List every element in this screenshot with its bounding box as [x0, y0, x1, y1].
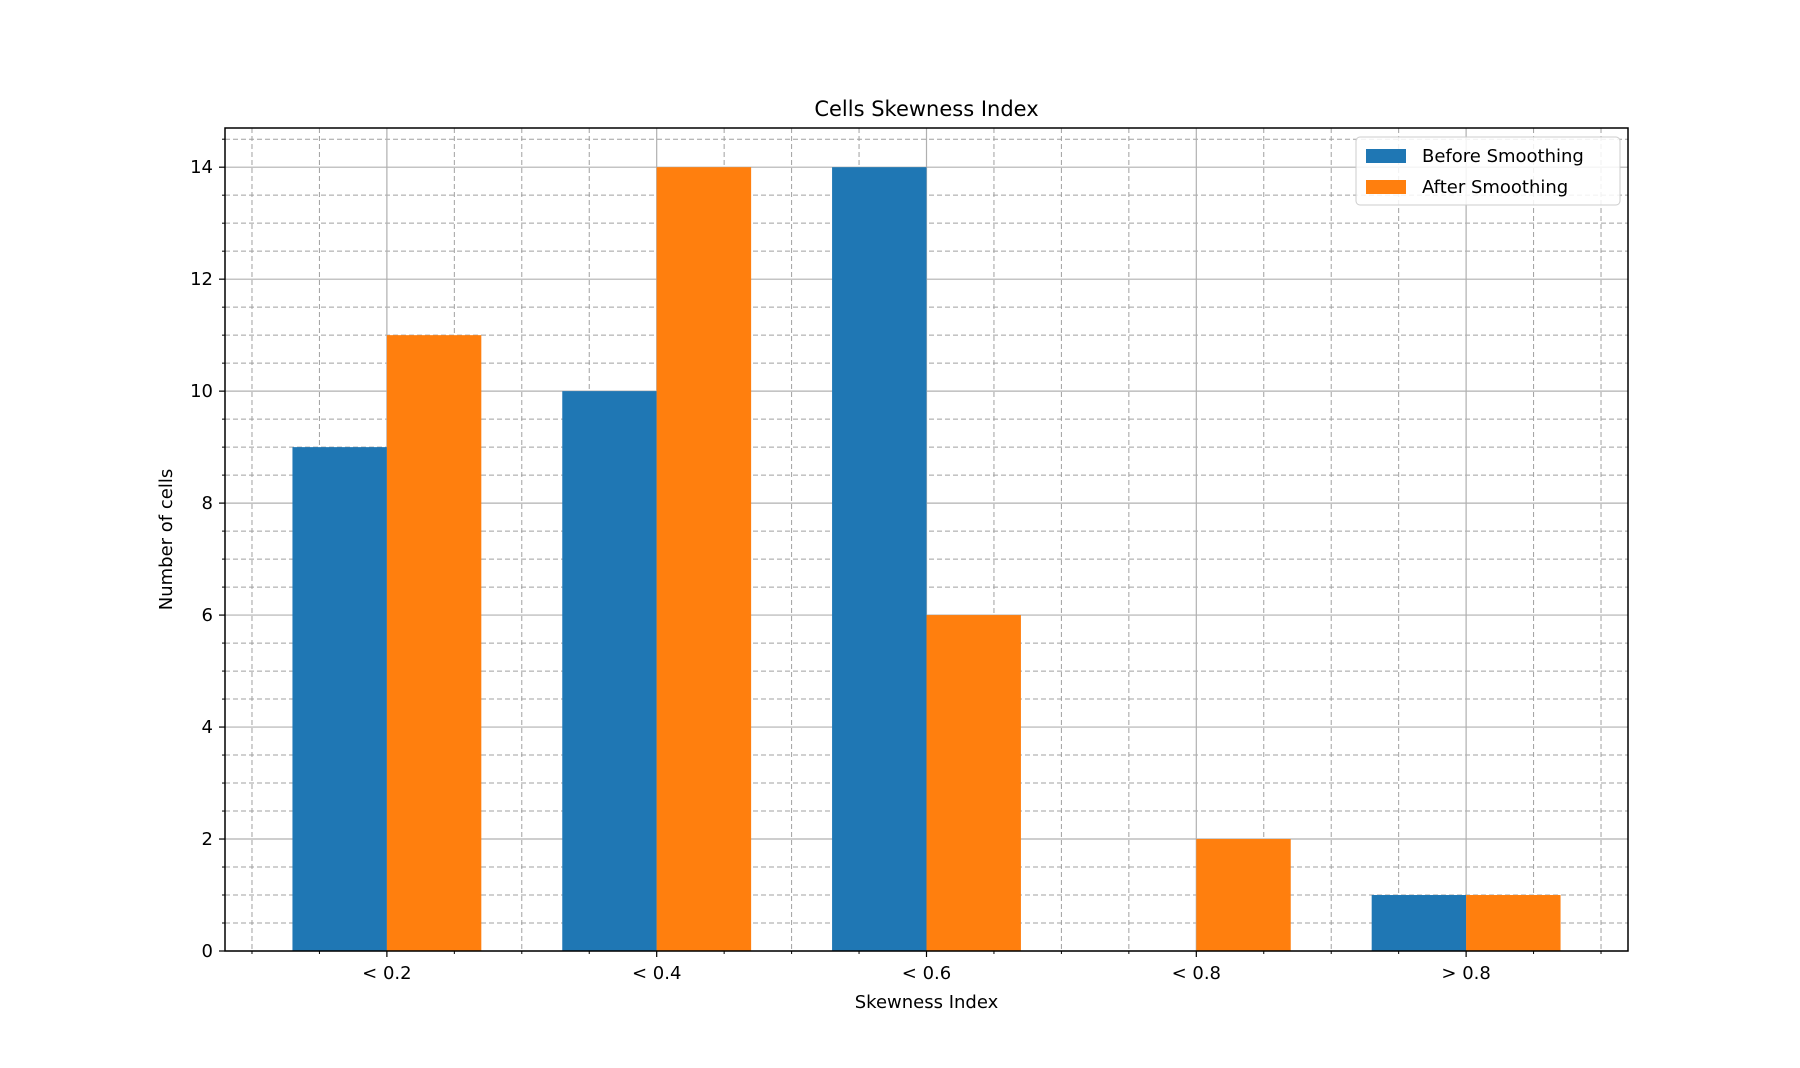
legend-label-before: Before Smoothing — [1422, 146, 1584, 167]
bar-after-1 — [656, 167, 752, 951]
bar-after-0 — [386, 335, 482, 951]
chart-title: Cells Skewness Index — [814, 97, 1038, 121]
x-axis-label: Skewness Index — [855, 992, 999, 1013]
bar-before-4 — [1371, 895, 1467, 951]
bars — [292, 167, 1561, 951]
legend-box — [1355, 136, 1621, 206]
legend: Before Smoothing After Smoothing — [1355, 136, 1621, 206]
legend-swatch-before — [1366, 149, 1406, 163]
x-tick-label: < 0.6 — [902, 963, 951, 984]
legend-label-after: After Smoothing — [1422, 177, 1568, 198]
bar-after-4 — [1466, 895, 1561, 951]
y-tick-label: 0 — [202, 941, 213, 962]
x-tick-label: < 0.4 — [632, 963, 681, 984]
bar-before-1 — [562, 391, 657, 951]
y-tick-label: 6 — [202, 605, 213, 626]
y-tick-label: 12 — [190, 269, 213, 290]
bar-after-2 — [926, 615, 1021, 951]
x-tick-label: < 0.8 — [1172, 963, 1221, 984]
legend-swatch-after — [1366, 180, 1406, 194]
axis-ticks: 0 2 4 6 8 10 12 14 < 0.2 < 0.4 < 0.6 < 0.8 > 0.8 — [190, 138, 1602, 984]
y-axis-label: Number of cells — [156, 469, 177, 610]
bar-before-0 — [292, 447, 387, 951]
bar-after-3 — [1196, 839, 1291, 951]
y-tick-label: 4 — [202, 717, 213, 738]
y-tick-label: 10 — [190, 381, 213, 402]
y-tick-label: 2 — [202, 829, 213, 850]
x-tick-label: > 0.8 — [1441, 963, 1490, 984]
y-tick-label: 8 — [202, 493, 213, 514]
bar-before-2 — [832, 167, 927, 951]
x-tick-label: < 0.2 — [362, 963, 411, 984]
y-tick-label: 14 — [190, 157, 213, 178]
